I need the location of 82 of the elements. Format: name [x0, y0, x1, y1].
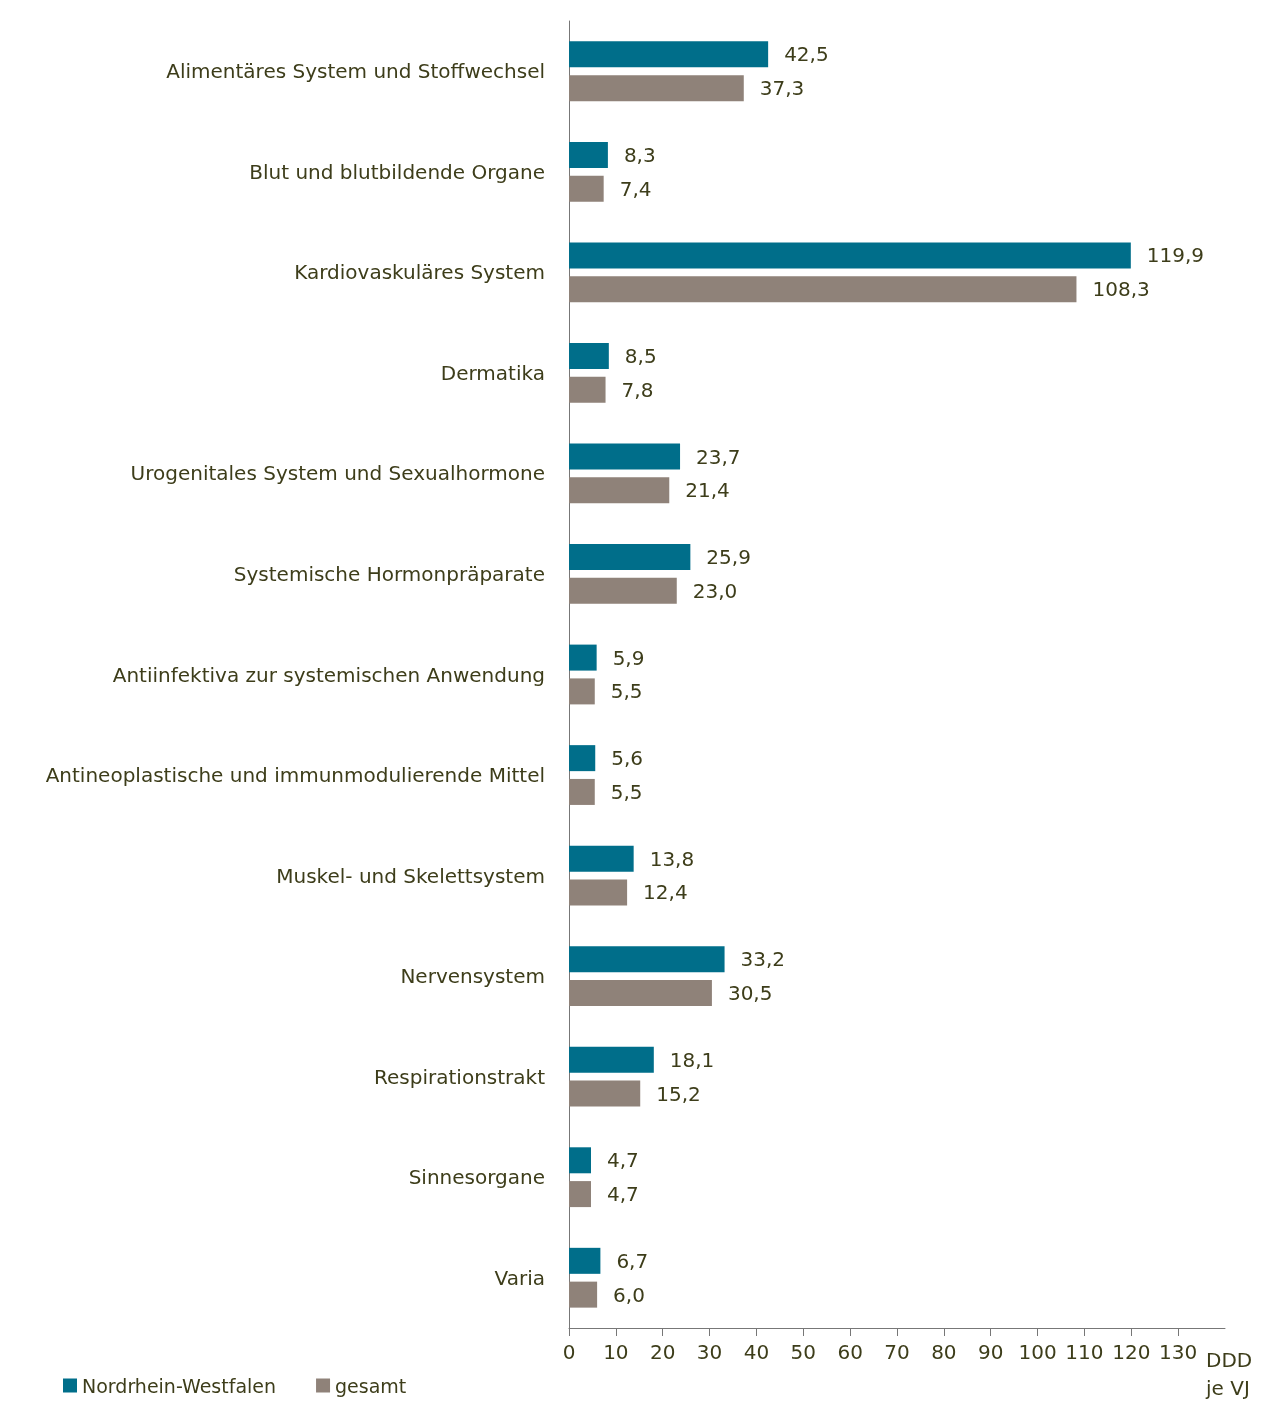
data-label: 7,8	[621, 377, 654, 402]
data-label: 4,7	[607, 1182, 639, 1207]
data-label: 5,5	[610, 779, 643, 804]
bar	[569, 443, 681, 470]
data-label: 37,3	[759, 76, 805, 101]
bar	[569, 644, 597, 671]
bar	[569, 980, 712, 1007]
data-label: 18,1	[669, 1047, 715, 1072]
x-tick-label: 90	[977, 1340, 1004, 1364]
y-tick-label: Muskel- und Skelettsystem	[276, 863, 545, 888]
x-tick-label: 40	[743, 1340, 770, 1364]
data-label: 5,9	[612, 645, 645, 670]
bar	[569, 1281, 598, 1308]
x-tick-label: 120	[1112, 1340, 1151, 1364]
x-tick-label: 70	[884, 1340, 910, 1364]
data-label: 23,7	[696, 444, 741, 469]
x-tick-label: 60	[837, 1340, 863, 1364]
legend-label: Nordrhein-Westfalen	[82, 1374, 277, 1397]
bar	[569, 175, 604, 202]
bar	[569, 678, 595, 705]
y-tick-label: Alimentäres System und Stoffwechsel	[166, 59, 545, 84]
bar	[569, 141, 608, 168]
data-label: 13,8	[649, 846, 695, 871]
bar	[569, 75, 744, 102]
x-tick-label: 20	[649, 1340, 676, 1364]
bar	[569, 879, 628, 906]
data-label: 25,9	[706, 545, 751, 570]
legend-label: gesamt	[335, 1374, 407, 1397]
x-tick-label: 50	[790, 1340, 817, 1364]
data-label: 5,5	[610, 679, 643, 704]
bar	[569, 276, 1077, 303]
data-label: 8,5	[624, 343, 657, 368]
data-label: 33,2	[740, 947, 786, 972]
x-axis-title: DDD je VJ	[1205, 1348, 1259, 1400]
bar	[569, 1046, 654, 1073]
y-tick-label: Nervensystem	[400, 964, 545, 989]
bar	[569, 577, 677, 604]
y-tick-label: Dermatika	[440, 360, 545, 385]
y-tick-label: Kardiovaskuläres System	[294, 260, 545, 285]
x-tick-label: 10	[603, 1340, 629, 1364]
x-tick-label: 130	[1159, 1340, 1198, 1364]
data-label: 21,4	[685, 478, 730, 503]
data-label: 12,4	[643, 880, 688, 905]
data-label: 5,6	[611, 746, 644, 771]
bar	[569, 41, 769, 68]
bar	[569, 376, 606, 403]
data-label: 23,0	[692, 578, 738, 603]
bar	[569, 477, 670, 504]
data-label: 4,7	[607, 1148, 639, 1173]
x-tick-label: 100	[1018, 1340, 1057, 1364]
data-label: 8,3	[623, 142, 656, 167]
bar	[569, 1147, 592, 1174]
bar	[569, 745, 596, 772]
y-tick-label: Varia	[494, 1265, 545, 1290]
data-label: 6,0	[613, 1282, 645, 1307]
y-tick-label: Systemische Hormonpräparate	[233, 561, 545, 586]
bar	[569, 544, 691, 571]
x-tick-label: 80	[931, 1340, 957, 1364]
data-label: 119,9	[1146, 243, 1205, 268]
y-tick-label: Antineoplastische und immunmodulierende Mittel	[45, 763, 545, 788]
bar	[569, 1181, 592, 1208]
bar	[569, 778, 595, 805]
data-label: 6,7	[616, 1248, 649, 1273]
data-label: 7,4	[619, 176, 652, 201]
bar	[569, 1247, 601, 1274]
bar	[569, 845, 634, 872]
bar	[569, 946, 725, 973]
y-tick-label: Urogenitales System und Sexualhormone	[130, 461, 545, 486]
x-tick-label: 110	[1065, 1340, 1104, 1364]
data-label: 15,2	[656, 1081, 701, 1106]
data-label: 30,5	[727, 981, 773, 1006]
bar	[569, 242, 1131, 269]
y-tick-label: Blut und blutbildende Organe	[249, 159, 545, 184]
y-tick-label: Respirationstrakt	[374, 1064, 546, 1089]
data-label: 108,3	[1092, 277, 1150, 302]
x-tick-label: 30	[696, 1340, 723, 1364]
y-tick-label: Sinnesorgane	[408, 1165, 545, 1190]
x-tick-label: 0	[562, 1340, 576, 1364]
bar	[569, 1080, 641, 1107]
data-label: 42,5	[784, 42, 829, 67]
y-tick-label: Antiinfektiva zur systemischen Anwendung	[112, 662, 545, 687]
bar	[569, 342, 609, 369]
